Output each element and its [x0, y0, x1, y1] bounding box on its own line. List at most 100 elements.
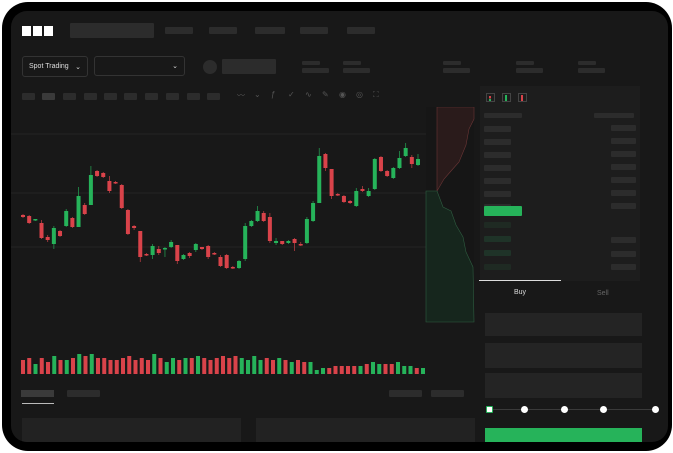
slider-step[interactable] [486, 406, 493, 413]
tab-buy[interactable]: Buy [514, 289, 527, 296]
fx-icon[interactable]: ƒ [271, 90, 276, 99]
filter-button[interactable] [389, 390, 422, 397]
nav-item[interactable] [300, 27, 328, 34]
volume-bar [164, 362, 169, 374]
candle [132, 226, 137, 228]
search-bar[interactable] [70, 23, 154, 38]
timeframe-button[interactable] [207, 93, 220, 100]
order-book-view-bids-icon[interactable] [502, 93, 511, 102]
check-icon[interactable]: ✓ [288, 90, 295, 99]
volume-bar [396, 362, 400, 374]
price-header [484, 113, 522, 118]
line-icon[interactable]: ⌄ [254, 90, 261, 99]
volume-bar [252, 356, 257, 374]
volume-bar [371, 362, 375, 374]
candle [199, 247, 204, 249]
candle [323, 154, 328, 168]
candle [286, 241, 291, 243]
fullscreen-icon[interactable]: ⛶ [373, 90, 379, 99]
timeframe-button[interactable] [145, 93, 158, 100]
ask-price [484, 178, 511, 184]
price-input[interactable] [485, 313, 642, 336]
ask-amount [611, 164, 636, 170]
chevron-down-icon: ⌄ [75, 63, 81, 71]
volume-bar [346, 366, 350, 374]
volume-bar [21, 360, 25, 374]
candle [156, 249, 161, 253]
ask-amount [611, 151, 636, 157]
indicator-icon[interactable]: 〰 [237, 91, 245, 100]
stat-label [578, 61, 596, 65]
candle [101, 173, 106, 177]
candle [82, 205, 87, 214]
candle [70, 218, 75, 227]
candle [206, 246, 211, 257]
candle [125, 210, 130, 234]
slider-step[interactable] [521, 406, 528, 413]
target-icon[interactable]: ◎ [356, 90, 363, 99]
stat-value [343, 68, 370, 73]
volume-bar [33, 364, 38, 374]
volume-bar [46, 362, 50, 374]
timeframe-button[interactable] [124, 93, 137, 100]
chevron-down-icon: ⌄ [172, 63, 178, 70]
ask-amount [611, 138, 636, 144]
ask-price [484, 126, 511, 132]
timeframe-button[interactable] [22, 93, 35, 100]
volume-bar [177, 360, 182, 374]
candle [267, 217, 272, 241]
candle [169, 242, 174, 247]
tab-open-orders[interactable] [21, 390, 54, 397]
stat-label [302, 61, 320, 65]
tab-order-history[interactable] [67, 390, 100, 397]
candle [212, 253, 217, 255]
volume-bar [327, 368, 332, 374]
slider-step[interactable] [652, 406, 659, 413]
nav-item[interactable] [209, 27, 237, 34]
amount-input[interactable] [485, 343, 642, 368]
volume-bar [139, 358, 144, 374]
timeframe-button[interactable] [84, 93, 97, 100]
candle [311, 203, 316, 221]
timeframe-button[interactable] [63, 93, 76, 100]
buy-button[interactable] [485, 428, 642, 442]
nav-item[interactable] [165, 27, 193, 34]
spot-trading-label: Spot Trading [29, 63, 69, 70]
pencil-icon[interactable]: ✎ [322, 90, 329, 99]
slider-step[interactable] [561, 406, 568, 413]
volume-bar [58, 360, 63, 374]
total-input[interactable] [485, 373, 642, 398]
okx-logo[interactable] [22, 26, 54, 36]
candle [354, 191, 359, 206]
volume-bar [352, 366, 357, 374]
spot-trading-select[interactable]: Spot Trading ⌄ [22, 56, 88, 77]
amount-slider-track[interactable] [491, 409, 656, 410]
slider-step[interactable] [600, 406, 607, 413]
filter-button[interactable] [431, 390, 464, 397]
timeframe-button[interactable] [104, 93, 117, 100]
camera-icon[interactable]: ◉ [339, 90, 346, 99]
candle [230, 267, 235, 269]
candlestick-chart[interactable] [11, 107, 481, 382]
bid-price [484, 264, 511, 270]
bid-price [484, 222, 511, 228]
nav-item[interactable] [255, 27, 285, 34]
timeframe-button[interactable] [42, 93, 55, 100]
nav-item[interactable] [347, 27, 375, 34]
volume-bar [227, 358, 232, 374]
volume-bar [114, 360, 119, 374]
volume-bar [296, 360, 300, 374]
tab-sell[interactable]: Sell [597, 290, 609, 297]
candle [150, 246, 155, 255]
wave-icon[interactable]: ∿ [305, 90, 312, 99]
volume-bar [202, 358, 207, 374]
order-book-view-both-icon[interactable] [486, 93, 495, 102]
volume-bar [83, 356, 88, 374]
timeframe-button[interactable] [187, 93, 200, 100]
volume-bar [258, 360, 263, 374]
order-book-view-asks-icon[interactable] [518, 93, 527, 102]
timeframe-button[interactable] [166, 93, 179, 100]
volume-bar [308, 362, 313, 374]
assets-panel [256, 418, 475, 442]
pair-select[interactable]: ⌄ [94, 56, 185, 76]
